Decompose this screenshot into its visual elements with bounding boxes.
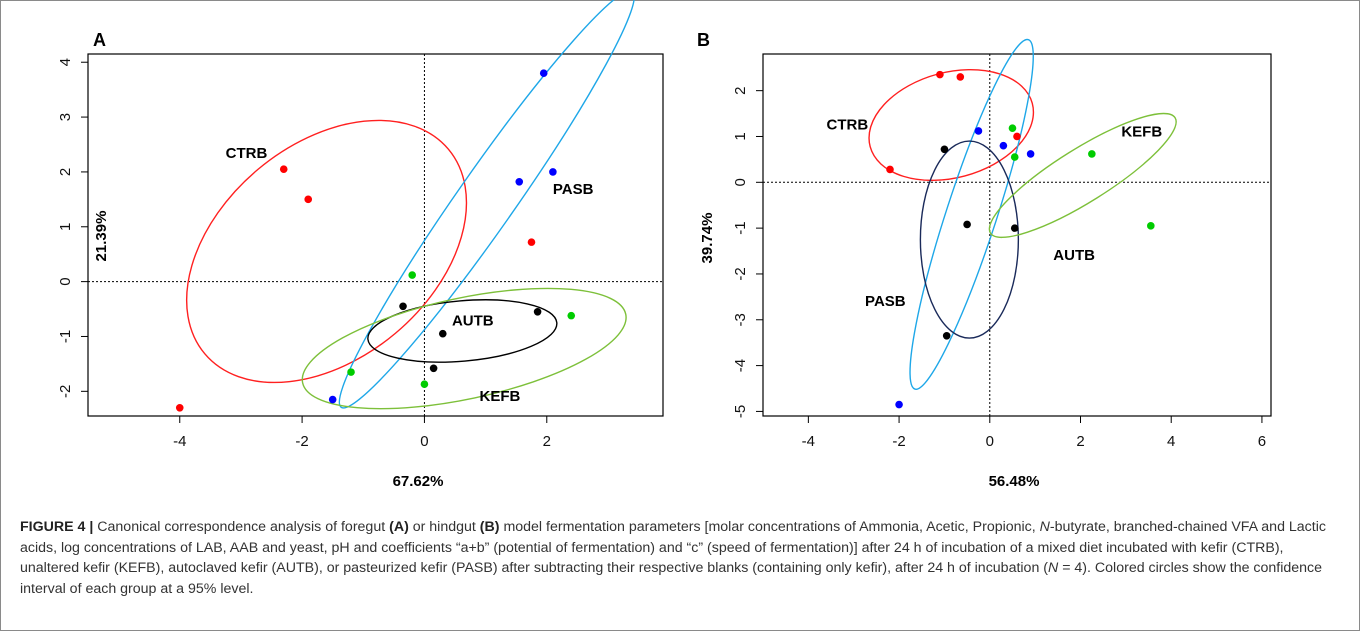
data-point-autb: [940, 145, 949, 154]
caption-segment: (A): [389, 519, 409, 535]
confidence-ellipse-kefb: [301, 287, 627, 410]
data-point-pasb: [328, 395, 337, 404]
y-tick-label: -2: [732, 267, 749, 280]
data-point-ctrb: [886, 165, 894, 174]
group-label-ctrb: CTRB: [226, 145, 268, 162]
plot-box: [87, 53, 664, 417]
data-point-autb: [942, 332, 951, 340]
figure-label: FIGURE 4 |: [20, 519, 94, 535]
group-label-autb: AUTB: [452, 313, 494, 330]
y-tick-label: -5: [732, 405, 749, 418]
group-label-pasb: PASB: [553, 181, 594, 198]
y-tick-label: 4: [57, 58, 74, 66]
data-point-kefb: [567, 311, 576, 320]
x-tick-label: 0: [986, 433, 994, 450]
confidence-ellipse-pasb: [338, 0, 635, 409]
group-label-ctrb: CTRB: [827, 117, 869, 134]
panel-letter: B: [697, 30, 710, 50]
confidence-ellipse-pasb: [909, 38, 1034, 390]
caption-segment: model fermentation parameters [molar con…: [499, 519, 1040, 535]
data-point-ctrb: [304, 195, 313, 204]
data-point-kefb: [1010, 153, 1019, 161]
y-tick-label: -2: [57, 385, 74, 398]
panel-a: A -4 -2 0 2 -2 -1 0 1 2 3 4 67.62% 21.39% CTRB PASB AUTB…: [57, 0, 664, 490]
group-label-kefb: KEFB: [479, 388, 520, 405]
data-point-kefb: [408, 271, 417, 279]
x-tick-label: 2: [1076, 433, 1084, 450]
x-tick-label: -4: [802, 433, 815, 450]
x-axis-label: 67.62%: [393, 473, 444, 490]
y-axis-label: 21.39%: [93, 211, 110, 262]
figure-caption: FIGURE 4 | Canonical correspondence anal…: [20, 517, 1345, 599]
y-tick-label: 1: [732, 132, 749, 140]
data-point-autb: [963, 220, 971, 229]
data-point-autb: [429, 364, 438, 373]
caption-segment: -butyrate, branched-chained VFA and Lact…: [20, 519, 1326, 576]
data-point-autb: [438, 329, 447, 338]
x-tick-label: -2: [295, 433, 308, 450]
data-point-kefb: [347, 368, 355, 376]
panel-letter: A: [93, 30, 106, 50]
data-point-kefb: [420, 380, 429, 388]
y-tick-label: -1: [732, 221, 749, 234]
figure-plots: A -4 -2 0 2 -2 -1 0 1 2 3 4 67.62% 21.39% CTRB PASB AUTB…: [57, 0, 1272, 490]
data-point-autb: [1010, 224, 1019, 232]
group-label-autb: AUTB: [1053, 247, 1095, 264]
data-point-ctrb: [279, 165, 288, 173]
caption-segment: (B): [479, 519, 500, 535]
y-tick-label: 2: [57, 168, 74, 176]
data-point-ctrb: [936, 70, 944, 79]
y-tick-label: 2: [732, 86, 749, 94]
y-tick-label: -3: [732, 313, 749, 326]
y-tick-label: -1: [57, 330, 74, 343]
confidence-ellipse-autb: [367, 299, 558, 363]
x-tick-label: -4: [173, 433, 186, 450]
y-tick-label: 0: [732, 178, 749, 186]
data-point-pasb: [895, 400, 903, 409]
y-tick-label: 3: [57, 113, 74, 121]
y-tick-label: -4: [732, 359, 749, 372]
data-point-ctrb: [527, 238, 536, 246]
x-tick-label: 0: [420, 433, 428, 450]
data-point-pasb: [999, 141, 1008, 150]
data-point-autb: [399, 302, 407, 311]
data-point-kefb: [1008, 124, 1017, 133]
data-point-kefb: [1147, 222, 1155, 230]
x-tick-label: 4: [1167, 433, 1175, 450]
caption-segment: Canonical correspondence analysis of for…: [93, 519, 390, 535]
data-point-ctrb: [956, 73, 965, 81]
confidence-ellipse-ctrb: [185, 119, 468, 384]
group-label-kefb: KEFB: [1121, 123, 1162, 140]
confidence-ellipse-ctrb: [868, 68, 1035, 182]
y-axis-label: 39.74%: [699, 213, 716, 264]
caption-segment: = 4). Colored circles show the confidenc…: [20, 560, 1323, 597]
plot-box: [762, 53, 1272, 417]
data-point-pasb: [974, 127, 983, 135]
caption-segment: or hindgut: [408, 519, 480, 535]
caption-segment: N: [1039, 519, 1050, 535]
data-point-ctrb: [1013, 132, 1021, 141]
x-axis-label: 56.48%: [989, 473, 1040, 490]
group-label-pasb: PASB: [865, 293, 906, 310]
confidence-ellipse-autb: [919, 140, 1020, 339]
data-point-pasb: [539, 69, 548, 77]
data-point-pasb: [549, 168, 557, 176]
data-point-ctrb: [175, 403, 184, 412]
data-point-pasb: [1026, 150, 1035, 158]
data-point-kefb: [1088, 150, 1096, 158]
data-point-autb: [533, 307, 542, 316]
y-tick-label: 0: [57, 277, 74, 285]
panel-b: B -4 -2 0 2 4 6 -5 -4 -3 -2 -1 0 1 2 56.48% 39.74% CTRB KE…: [697, 30, 1272, 490]
x-tick-label: 2: [543, 433, 551, 450]
x-tick-label: -2: [892, 433, 905, 450]
confidence-ellipse-kefb: [988, 112, 1177, 239]
y-tick-label: 1: [57, 223, 74, 231]
caption-segment: N: [1048, 560, 1059, 576]
data-point-pasb: [515, 177, 524, 186]
x-tick-label: 6: [1258, 433, 1266, 450]
